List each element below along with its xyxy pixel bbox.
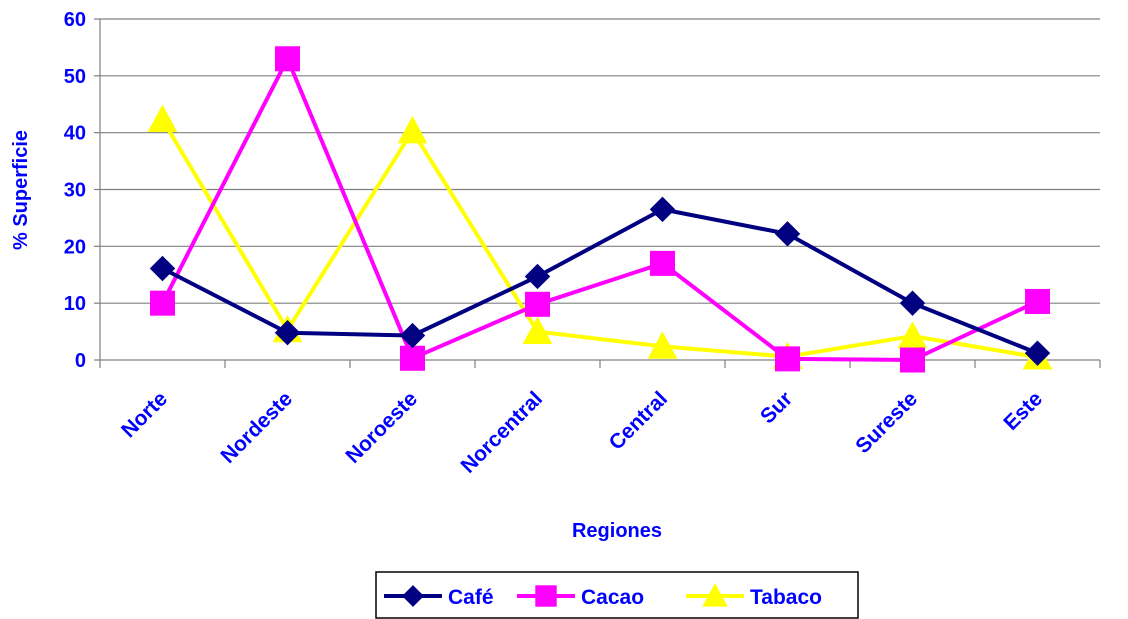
point-tabaco-norcentral (522, 316, 553, 344)
point-cacao-sur (775, 346, 800, 372)
point-cacao-sureste (900, 347, 925, 373)
point-caf-noroeste (399, 322, 426, 349)
y-tick-label-60: 60 (64, 9, 86, 31)
y-tick-label-0: 0 (75, 350, 86, 372)
point-tabaco-central (647, 331, 678, 359)
point-caf-norte (149, 255, 176, 282)
point-cacao-norte (150, 290, 175, 316)
series-line-tabaco (160, 118, 1038, 360)
point-caf-sur (774, 221, 801, 247)
point-tabaco-norte (147, 104, 178, 132)
point-caf-norcentral (524, 263, 551, 290)
x-axis-title: Regiones (572, 520, 662, 542)
y-tick-label-20: 20 (64, 236, 86, 258)
y-tick-label-40: 40 (64, 123, 86, 145)
x-tick-label-central: Central (605, 387, 672, 454)
y-tick-label-50: 50 (64, 66, 86, 88)
legend-marker-cacao (535, 585, 557, 607)
point-caf-nordeste (274, 320, 301, 346)
x-tick-label-norte: Norte (117, 387, 172, 442)
y-axis-title: % Superficie (10, 130, 32, 250)
gridlines (100, 18, 1100, 304)
series-layer (147, 46, 1053, 373)
legend-label-cacao: Cacao (581, 586, 644, 609)
legend-box (375, 571, 859, 619)
x-tick-label-noroeste: Noroeste (341, 387, 422, 468)
point-caf-central (649, 196, 676, 223)
x-axis-ticks: Norte Nordeste Noroeste Norcentral Central Su… (99, 360, 1101, 478)
y-tick-label-10: 10 (64, 293, 86, 315)
series-caf (149, 196, 1051, 366)
y-axis-ticks: 0 10 20 30 40 50 60 (64, 9, 100, 372)
legend-marker-caf (402, 585, 424, 607)
point-cacao-este (1025, 288, 1050, 314)
x-tick-label-nordeste: Nordeste (216, 387, 297, 468)
legend-marker-tabaco (702, 583, 728, 607)
series-cacao (150, 46, 1050, 373)
series-line-caf (161, 207, 1039, 356)
legend: Café Cacao Tabaco (375, 571, 859, 619)
point-caf-este (1024, 340, 1051, 366)
point-caf-sureste (899, 290, 926, 316)
series-line-cacao (160, 56, 1039, 362)
x-tick-label-norcentral: Norcentral (457, 387, 548, 478)
legend-label-caf: Café (448, 586, 494, 609)
point-cacao-noroeste (400, 345, 425, 371)
x-tick-label-sureste: Sureste (851, 387, 922, 458)
point-cacao-nordeste (275, 46, 300, 72)
x-tick-label-este: Este (999, 387, 1047, 435)
x-tick-label-sur: Sur (756, 387, 797, 428)
point-cacao-central (650, 250, 675, 276)
legend-label-tabaco: Tabaco (750, 586, 822, 609)
y-tick-label-30: 30 (64, 180, 86, 202)
point-tabaco-sureste (897, 321, 928, 349)
point-cacao-norcentral (525, 291, 550, 317)
point-tabaco-noroeste (397, 115, 428, 144)
